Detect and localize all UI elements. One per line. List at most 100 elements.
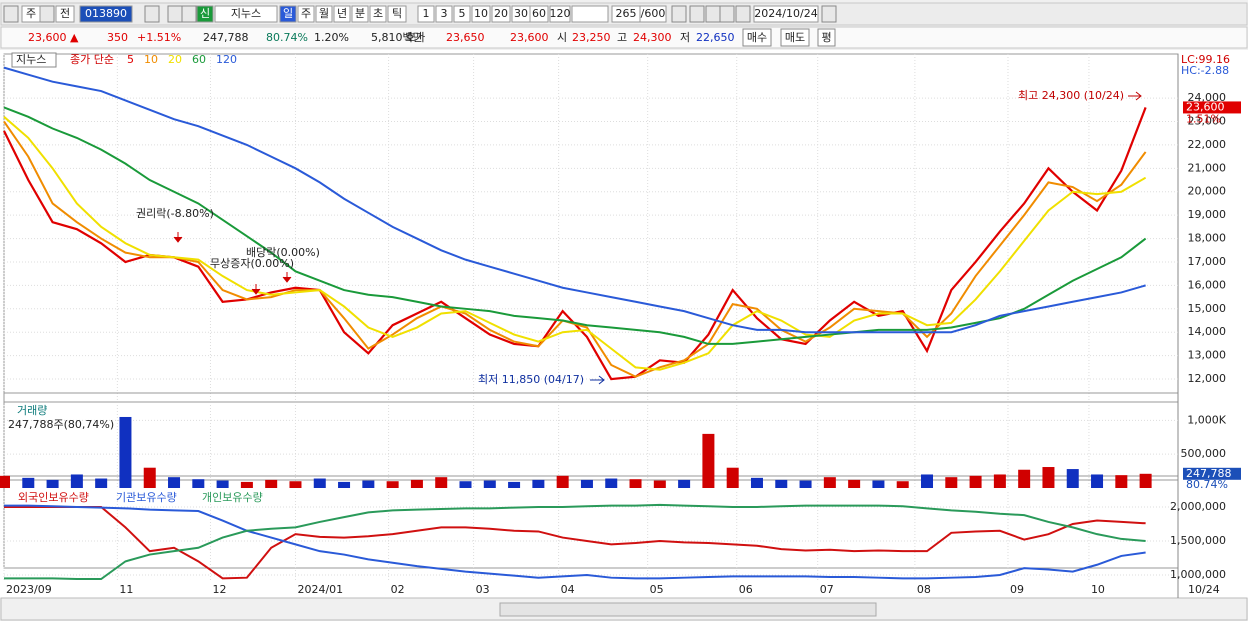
quote-field: 23,650 xyxy=(446,31,485,44)
last-volume: 247,788 xyxy=(1186,467,1232,480)
toolbar-button[interactable] xyxy=(491,5,511,23)
toolbar-button[interactable] xyxy=(753,5,819,23)
annotation: 배당락(0.00%) xyxy=(246,246,320,259)
x-tick-label: 03 xyxy=(476,583,490,596)
volume-bar xyxy=(1018,469,1031,488)
icon-button[interactable] xyxy=(689,5,705,23)
toolbar-label: 틱 xyxy=(392,7,402,20)
x-tick-label: 09 xyxy=(1010,583,1024,596)
toolbar-button[interactable] xyxy=(21,5,41,23)
volume-bar xyxy=(483,480,496,488)
volume-bar xyxy=(532,479,545,488)
quote-field: 80.74% xyxy=(266,31,308,44)
side-label: LC:99.16 xyxy=(1181,53,1230,66)
series-line xyxy=(4,504,1146,580)
volume-bar xyxy=(362,480,375,488)
y-tick-label: 20,000 xyxy=(1188,185,1227,198)
volume-bar xyxy=(993,474,1006,488)
toolbar-button[interactable] xyxy=(297,5,315,23)
x-tick-label: 07 xyxy=(820,583,834,596)
series-line xyxy=(3,66,1146,334)
icon-button[interactable] xyxy=(144,5,160,23)
toolbar-button[interactable] xyxy=(417,5,435,23)
volume-bar xyxy=(46,479,59,488)
legend-entry: 120 xyxy=(216,53,237,66)
toolbar-label: 초 xyxy=(373,7,383,20)
toolbar-label: 신 xyxy=(200,7,210,20)
event-marker xyxy=(251,284,261,295)
toolbar-button[interactable] xyxy=(196,5,214,23)
toolbar-button[interactable] xyxy=(471,5,491,23)
trade-button[interactable] xyxy=(780,28,810,47)
y-tick-label: 1,000,000 xyxy=(1170,568,1226,581)
volume-bar xyxy=(726,467,739,488)
annotation: 최저 11,850 (04/17) xyxy=(478,373,584,386)
quote-field: 23,250 xyxy=(572,31,611,44)
volume-bar xyxy=(95,478,108,488)
icon-button[interactable] xyxy=(705,5,721,23)
toolbar-label: 265 xyxy=(616,7,637,20)
scroll-thumb[interactable] xyxy=(499,602,877,617)
x-tick-label: 12 xyxy=(212,583,226,596)
series-line xyxy=(3,120,1147,378)
icon-button[interactable] xyxy=(181,5,197,23)
chart-bg xyxy=(0,50,1248,598)
icon-button[interactable] xyxy=(719,5,735,23)
quote-field: 저 xyxy=(680,31,690,44)
toolbar-button[interactable] xyxy=(79,5,133,23)
volume-bar xyxy=(22,477,35,488)
y-tick-label: 23,000 xyxy=(1188,114,1227,127)
volume-bar xyxy=(799,480,812,488)
volume-bar xyxy=(1139,473,1152,488)
volume-bar xyxy=(289,481,302,488)
toolbar-button[interactable] xyxy=(55,5,75,23)
toolbar-button[interactable] xyxy=(529,5,549,23)
blank-box xyxy=(571,5,609,23)
icon-button[interactable] xyxy=(821,5,837,23)
toolbar-button[interactable] xyxy=(453,5,471,23)
icon-button[interactable] xyxy=(671,5,687,23)
volume-bar xyxy=(168,477,181,488)
x-tick-label: 05 xyxy=(650,583,664,596)
y-tick-label: 1,000K xyxy=(1187,413,1226,426)
volume-bar xyxy=(240,481,253,488)
volume-bar xyxy=(265,479,278,488)
toolbar-button[interactable] xyxy=(351,5,369,23)
x-tick-label: 08 xyxy=(917,583,931,596)
volume-bar xyxy=(896,481,909,488)
toolbar-label: /600 xyxy=(641,7,666,20)
toolbar-button[interactable] xyxy=(315,5,333,23)
volume-bar xyxy=(969,475,982,488)
toolbar-button[interactable] xyxy=(435,5,453,23)
toolbar-button[interactable] xyxy=(549,5,571,23)
trade-button[interactable] xyxy=(817,28,836,47)
trade-button[interactable] xyxy=(742,28,772,47)
toolbar-button[interactable] xyxy=(279,5,297,23)
annotation: 최고 24,300 (10/24) xyxy=(1018,89,1124,102)
legend-entry: 개인보유수량 xyxy=(202,491,263,504)
volume-bar xyxy=(216,480,229,488)
toolbar-label: 60 xyxy=(532,7,546,20)
volume-bar xyxy=(0,475,10,488)
last-price: 23,600 xyxy=(1186,100,1225,113)
volume-bar xyxy=(872,480,885,488)
toolbar-button[interactable] xyxy=(369,5,387,23)
volume-bar xyxy=(313,478,326,488)
toolbar-button[interactable] xyxy=(214,5,278,23)
icon-button[interactable] xyxy=(39,5,55,23)
quote-field: +1.51% xyxy=(137,31,181,44)
toolbar-label: 013890 xyxy=(85,7,127,20)
last-price-box xyxy=(1183,101,1241,114)
y-tick-label: 2,000,000 xyxy=(1170,500,1226,513)
toolbar-button[interactable] xyxy=(387,5,407,23)
icon-button[interactable] xyxy=(3,5,19,23)
series-line xyxy=(3,116,1147,371)
toolbar-button[interactable] xyxy=(639,5,667,23)
stock-name-box xyxy=(11,52,57,68)
icon-button[interactable] xyxy=(735,5,751,23)
toolbar-label: 전 xyxy=(60,7,70,20)
quote-field: 24,300 xyxy=(633,31,672,44)
icon-button[interactable] xyxy=(167,5,183,23)
toolbar-button[interactable] xyxy=(333,5,351,23)
y-tick-label: 14,000 xyxy=(1188,325,1227,338)
